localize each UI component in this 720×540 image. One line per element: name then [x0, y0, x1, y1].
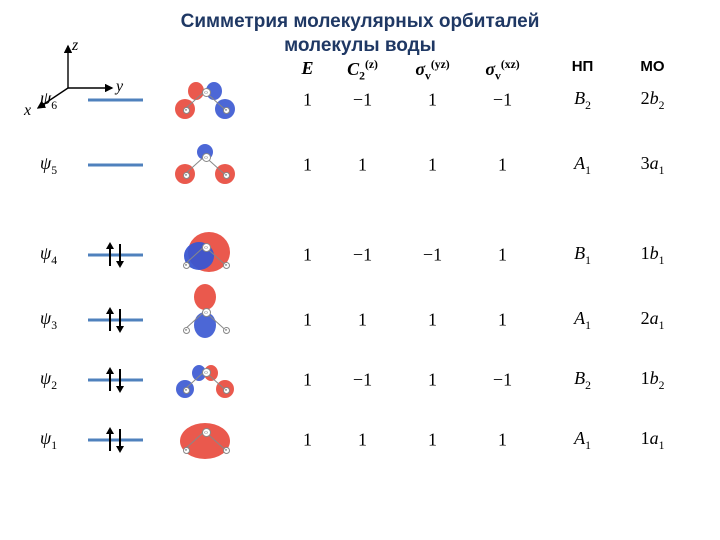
- orbital-diagram: OHH: [165, 138, 245, 192]
- irrep-label: B2: [555, 368, 610, 392]
- irrep-label: B1: [555, 243, 610, 267]
- psi-label: ψ5: [40, 153, 80, 177]
- orbital-diagram: OHH: [165, 293, 245, 347]
- psi-label: ψ4: [40, 243, 80, 267]
- character-sv2: −1: [475, 370, 530, 391]
- character-C2: −1: [335, 245, 390, 266]
- character-sv2: 1: [475, 155, 530, 176]
- character-C2: −1: [335, 90, 390, 111]
- mo-label: 1b2: [625, 368, 680, 392]
- title-line-1: Симметрия молекулярных орбиталей: [181, 11, 540, 32]
- electron-pair-icon: [106, 242, 124, 268]
- character-C2: −1: [335, 370, 390, 391]
- character-E: 1: [280, 370, 335, 391]
- character-E: 1: [280, 90, 335, 111]
- character-sv2: −1: [475, 90, 530, 111]
- irrep-label: A1: [555, 428, 610, 452]
- character-sv1: 1: [405, 430, 460, 451]
- psi-label: ψ3: [40, 308, 80, 332]
- mo-label: 3a1: [625, 153, 680, 177]
- character-E: 1: [280, 430, 335, 451]
- orbital-row-psi2: ψ2OHH1−11−1B21b2: [0, 350, 720, 410]
- psi-label: ψ2: [40, 368, 80, 392]
- electron-pair-icon: [106, 367, 124, 393]
- mo-label: 2b2: [625, 88, 680, 112]
- orbital-diagram: OHH: [165, 228, 245, 282]
- irrep-label: A1: [555, 153, 610, 177]
- character-sv1: 1: [405, 155, 460, 176]
- title-line-2: молекулы воды: [284, 35, 436, 56]
- orbital-diagram: OHH: [165, 413, 245, 467]
- orbital-row-psi6: ψ6OHH1−11−1B22b2: [0, 70, 720, 130]
- orbital-row-psi4: ψ4OHH1−1−11B11b1: [0, 225, 720, 285]
- irrep-label: A1: [555, 308, 610, 332]
- character-sv1: 1: [405, 90, 460, 111]
- electron-pair-icon: [106, 307, 124, 333]
- orbital-row-psi5: ψ5OHH1111A13a1: [0, 135, 720, 195]
- character-sv2: 1: [475, 430, 530, 451]
- energy-level-line: [88, 164, 143, 167]
- orbital-diagram: OHH: [165, 73, 245, 127]
- mo-label: 1a1: [625, 428, 680, 452]
- character-sv1: 1: [405, 310, 460, 331]
- orbital-diagram: OHH: [165, 353, 245, 407]
- character-sv1: −1: [405, 245, 460, 266]
- orbital-row-psi1: ψ1OHH1111A11a1: [0, 410, 720, 470]
- energy-level-line: [88, 99, 143, 102]
- character-C2: 1: [335, 155, 390, 176]
- psi-label: ψ1: [40, 428, 80, 452]
- character-sv1: 1: [405, 370, 460, 391]
- character-C2: 1: [335, 310, 390, 331]
- character-E: 1: [280, 245, 335, 266]
- mo-label: 1b1: [625, 243, 680, 267]
- axis-label-z: z: [72, 37, 78, 55]
- mo-label: 2a1: [625, 308, 680, 332]
- psi-label: ψ6: [40, 88, 80, 112]
- orbital-row-psi3: ψ3OHH1111A12a1: [0, 290, 720, 350]
- character-sv2: 1: [475, 310, 530, 331]
- character-E: 1: [280, 155, 335, 176]
- character-C2: 1: [335, 430, 390, 451]
- character-E: 1: [280, 310, 335, 331]
- electron-pair-icon: [106, 427, 124, 453]
- irrep-label: B2: [555, 88, 610, 112]
- character-sv2: 1: [475, 245, 530, 266]
